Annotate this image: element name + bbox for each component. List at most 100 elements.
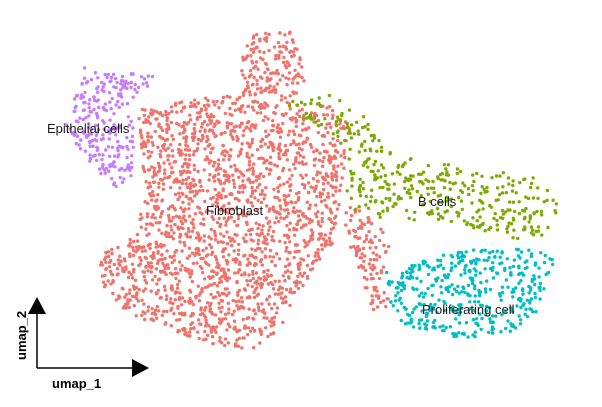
- cell-point: [530, 228, 535, 232]
- cell-point: [540, 213, 544, 217]
- cell-point: [177, 151, 181, 155]
- cell-point: [260, 192, 264, 196]
- cell-point: [248, 167, 252, 171]
- cell-point: [170, 260, 174, 265]
- cell-point: [128, 168, 132, 172]
- cell-point: [297, 114, 302, 119]
- cell-point: [134, 314, 138, 318]
- cell-point: [265, 316, 269, 320]
- cell-point: [129, 161, 134, 165]
- cell-point: [264, 216, 269, 220]
- cell-point: [253, 189, 258, 193]
- cell-point: [494, 314, 498, 318]
- cell-point: [223, 153, 227, 158]
- cell-point: [356, 249, 360, 253]
- cell-point: [210, 215, 214, 219]
- cell-point: [256, 67, 260, 71]
- cell-point: [271, 205, 275, 209]
- cell-point: [450, 283, 454, 287]
- cell-point: [219, 240, 223, 244]
- cell-point: [332, 216, 337, 220]
- cell-point: [230, 243, 234, 248]
- cell-point: [260, 228, 264, 232]
- cell-point: [138, 128, 143, 132]
- cell-point: [180, 222, 185, 226]
- cell-point: [344, 211, 348, 215]
- cell-point: [160, 113, 165, 118]
- cell-point: [205, 123, 210, 127]
- cell-point: [134, 245, 139, 249]
- cell-point: [196, 111, 200, 115]
- cell-point: [180, 181, 184, 186]
- cell-point: [331, 137, 335, 141]
- cell-point: [159, 242, 163, 247]
- cell-point: [241, 317, 245, 322]
- cell-point: [285, 208, 290, 212]
- cell-point: [219, 232, 223, 236]
- cell-point: [168, 301, 172, 305]
- cell-point: [342, 166, 346, 170]
- cell-point: [373, 159, 378, 164]
- cell-point: [288, 250, 292, 255]
- cell-point: [460, 306, 464, 310]
- cell-point: [211, 342, 215, 346]
- cell-point: [349, 169, 353, 173]
- cell-point: [253, 312, 258, 316]
- cell-point: [399, 196, 403, 201]
- cell-point: [293, 243, 298, 247]
- cell-point: [284, 287, 289, 292]
- cell-point: [532, 212, 536, 216]
- cell-point: [130, 245, 135, 249]
- cell-point: [198, 178, 202, 183]
- cell-point: [281, 44, 285, 48]
- cell-point: [171, 215, 175, 220]
- cell-point: [377, 238, 382, 243]
- cell-point: [219, 310, 223, 314]
- cell-point: [377, 276, 382, 281]
- cell-point: [193, 212, 198, 216]
- cell-point: [293, 47, 297, 51]
- cell-point: [478, 271, 482, 275]
- cell-point: [152, 180, 157, 184]
- cell-point: [319, 199, 324, 204]
- cell-point: [477, 293, 482, 298]
- cell-point: [348, 147, 352, 151]
- cell-point: [117, 168, 122, 172]
- cell-point: [314, 113, 319, 118]
- cell-point: [109, 75, 114, 80]
- cell-point: [224, 194, 228, 199]
- cell-point: [297, 109, 302, 113]
- cell-point: [197, 293, 201, 298]
- cell-point: [314, 212, 318, 216]
- cell-point: [248, 279, 252, 283]
- cell-point: [426, 163, 431, 168]
- cell-point: [294, 156, 298, 160]
- cell-point: [269, 324, 273, 328]
- cell-point: [251, 239, 255, 243]
- cell-point: [243, 253, 247, 257]
- cell-point: [185, 267, 190, 272]
- cell-point: [450, 261, 454, 265]
- cell-point: [272, 302, 277, 306]
- cell-point: [119, 82, 123, 86]
- cell-point: [163, 168, 167, 172]
- cell-point: [546, 271, 550, 275]
- cell-point: [488, 320, 493, 324]
- cell-point: [258, 37, 262, 41]
- cell-point: [268, 207, 272, 211]
- cell-point: [83, 90, 87, 95]
- cell-point: [535, 209, 539, 214]
- cell-point: [218, 321, 223, 326]
- cell-point: [513, 209, 517, 214]
- cell-point: [473, 294, 477, 298]
- cell-point: [187, 158, 192, 162]
- cell-point: [375, 149, 379, 153]
- cell-point: [459, 255, 464, 259]
- cell-point: [255, 32, 259, 37]
- cell-point: [245, 44, 249, 48]
- cell-point: [218, 208, 222, 212]
- cell-point: [490, 268, 494, 273]
- cell-point: [240, 172, 244, 176]
- cell-point: [206, 98, 210, 103]
- cell-point: [151, 175, 155, 179]
